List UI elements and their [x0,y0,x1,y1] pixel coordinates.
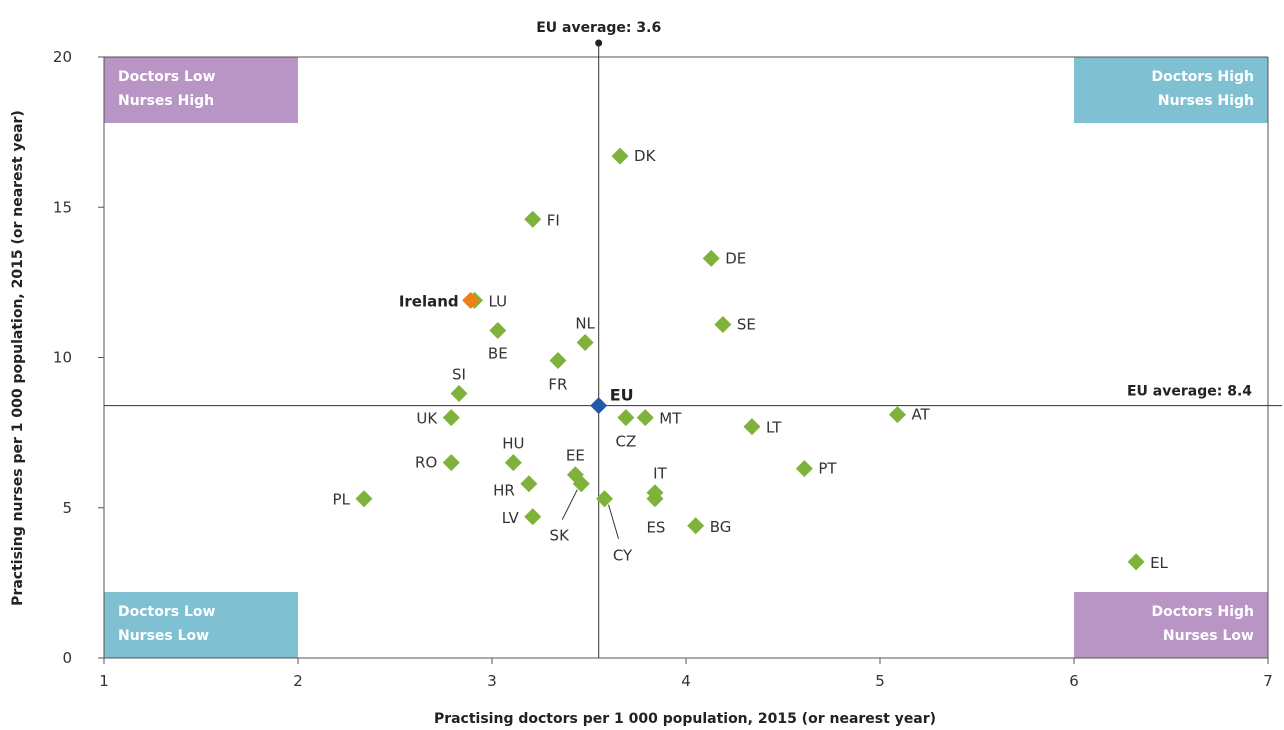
x-tick-label: 1 [99,672,109,690]
point-label-at: AT [911,406,930,424]
x-tick-label: 4 [681,672,691,690]
data-point-ro [442,454,460,472]
point-label-eu: EU [610,386,634,405]
x-tick-label: 5 [875,672,885,690]
data-point-ireland [462,291,480,309]
y-tick-label: 5 [62,499,72,517]
point-label-it: IT [653,465,667,483]
data-point-nl [576,333,594,351]
quadrant-box-bottom-right [1074,592,1268,658]
quadrant-label-bottom-left-line2: Nurses Low [118,628,209,644]
leader-line-sk [561,489,578,520]
eu-average-nurses-label: EU average: 8.4 [1127,384,1252,400]
y-tick-label: 20 [53,48,72,66]
point-label-ireland: Ireland [399,292,459,310]
point-label-bg: BG [710,518,732,536]
point-label-hr: HR [493,482,515,500]
point-label-ee: EE [566,447,585,465]
data-point-cy [596,490,614,508]
eu-average-doctors-marker [595,39,603,47]
point-label-fr: FR [548,376,567,394]
data-point-dk [611,147,629,165]
x-tick-label: 7 [1263,672,1273,690]
point-label-pt: PT [818,460,837,478]
data-point-si [450,385,468,403]
point-label-es: ES [646,519,665,537]
point-label-cz: CZ [615,433,636,451]
point-labels: DK FI DE LU Ireland SE BE NL FR SI EU UK CZ MT AT LT RO H… [333,147,1169,572]
point-label-lt: LT [766,419,782,437]
point-label-si: SI [452,366,466,384]
quadrant-label-bottom-left-line1: Doctors Low [118,604,215,620]
point-label-sk: SK [550,527,571,545]
data-point-lv [524,508,542,526]
data-point-de [702,249,720,267]
point-label-ro: RO [415,454,437,472]
data-point-hu [504,454,522,472]
data-point-fi [524,210,542,228]
quadrant-label-top-left-line1: Doctors Low [118,69,215,85]
y-axis-title: Practising nurses per 1 000 population, … [10,110,26,606]
data-point-el [1127,553,1145,571]
data-point-lt [743,418,761,436]
data-point-bg [687,517,705,535]
leader-line-cy [608,504,619,539]
quadrant-label-top-right-line2: Nurses High [1158,93,1254,109]
point-label-mt: MT [659,410,682,428]
data-point-se [714,315,732,333]
y-tick-label: 15 [53,198,72,216]
axes: 1 2 3 4 5 6 7 0 5 10 15 20 [53,48,1273,690]
quadrant-boxes: Doctors Low Nurses High Doctors High Nurses… [104,57,1268,658]
quadrant-label-top-left-line2: Nurses High [118,93,214,109]
data-point-be [489,321,507,339]
point-label-lu: LU [489,292,508,310]
quadrant-label-top-right-line1: Doctors High [1152,69,1254,85]
quadrant-box-top-right [1074,57,1268,123]
point-label-pl: PL [333,491,351,509]
eu-average-doctors-label: EU average: 3.6 [536,20,661,36]
point-label-dk: DK [634,147,657,165]
data-point-sk [572,475,590,493]
point-label-el: EL [1150,554,1168,572]
point-label-uk: UK [416,410,438,428]
data-point-eu [590,397,608,415]
data-point-mt [636,409,654,427]
y-tick-label: 0 [62,649,72,667]
quadrant-box-top-left [104,57,298,123]
data-point-hr [520,475,538,493]
data-point-fr [549,352,567,370]
data-point-pt [795,460,813,478]
data-points [355,147,1145,571]
point-label-cy: CY [613,547,633,565]
point-label-se: SE [737,315,756,333]
data-point-cz [617,409,635,427]
x-axis-title: Practising doctors per 1 000 population,… [434,711,936,727]
point-label-de: DE [725,249,746,267]
quadrant-label-bottom-right-line1: Doctors High [1152,604,1254,620]
x-tick-label: 3 [487,672,497,690]
quadrant-label-bottom-right-line2: Nurses Low [1163,628,1254,644]
point-label-lv: LV [502,509,520,527]
point-label-hu: HU [502,435,524,453]
point-label-fi: FI [547,211,560,229]
data-point-uk [442,409,460,427]
eu-average-lines: EU average: 3.6 EU average: 8.4 [104,20,1282,658]
point-label-be: BE [488,344,508,362]
y-tick-label: 10 [53,349,72,367]
x-tick-label: 6 [1069,672,1079,690]
leader-lines [561,489,619,539]
data-point-es [646,490,664,508]
point-label-nl: NL [575,314,595,332]
quadrant-box-bottom-left [104,592,298,658]
data-point-at [888,406,906,424]
x-tick-label: 2 [293,672,303,690]
data-point-pl [355,490,373,508]
